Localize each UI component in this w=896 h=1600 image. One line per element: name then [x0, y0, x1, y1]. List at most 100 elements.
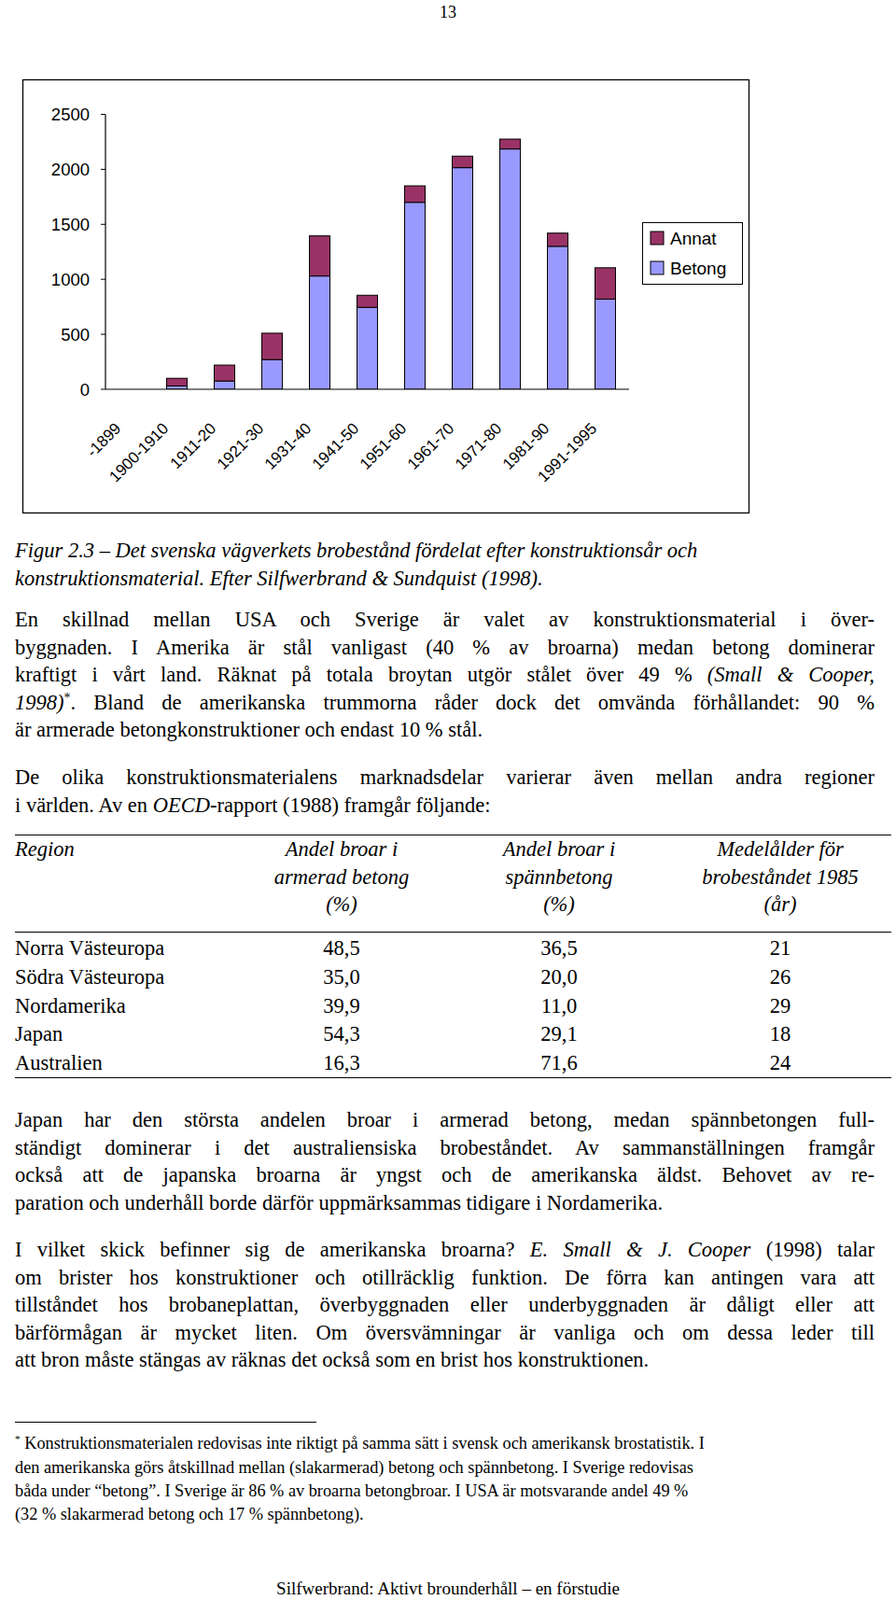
- bar: [595, 298, 616, 390]
- text-run: En skillnad mellan USA och Sverige är va…: [14, 607, 875, 631]
- text-run: I vilket skick befinner sig de amerikans…: [14, 1237, 531, 1261]
- x-tick-label: 1991-1995: [533, 419, 601, 486]
- page: 1305001000150020002500-18991900-19101911…: [0, 0, 896, 1600]
- table-cell: 48,5: [201, 934, 482, 963]
- y-tick: [100, 389, 106, 391]
- bar: [262, 359, 283, 390]
- bar: [452, 168, 474, 390]
- text-run: båda under “betong”. I Sverige är 86 % a…: [14, 1481, 688, 1500]
- table-header: (år): [640, 890, 896, 919]
- x-tick-label: 1911-20: [167, 419, 221, 473]
- paragraph-line: ständigt dominerar i det australiensiska…: [14, 1134, 875, 1162]
- text-run: att bron måste stängas av räknas det ock…: [14, 1347, 649, 1372]
- paragraph-line: tillståndet hos brobaneplattan, överbygg…: [14, 1290, 875, 1319]
- text-run: paration och underhåll borde därför uppm…: [14, 1190, 663, 1215]
- paragraph-line: att bron måste stängas av räknas det ock…: [14, 1345, 875, 1374]
- chart-frame: [23, 80, 750, 514]
- table-header: Andel broar i: [201, 835, 482, 864]
- table-header: armerad betong: [201, 863, 482, 892]
- bar: [309, 276, 331, 390]
- text-run: i världen. Av en: [14, 793, 154, 817]
- text-run: också att de japanska broarna är yngst o…: [14, 1162, 875, 1187]
- x-axis: [105, 388, 630, 390]
- table-cell: 20,0: [419, 963, 700, 992]
- text-run: (1998) talar: [750, 1237, 875, 1261]
- bar: [452, 155, 474, 168]
- y-tick-label: 1000: [51, 269, 90, 290]
- y-tick-label: 2000: [51, 159, 90, 180]
- text-run: kraftigt i vårt land. Räknat på totala b…: [14, 662, 708, 686]
- text-run: 1998): [14, 690, 65, 714]
- table-header: brobeståndet 1985: [640, 863, 896, 892]
- legend-label: Betong: [670, 258, 727, 279]
- table-cell: 11,0: [419, 992, 700, 1021]
- legend-swatch: [650, 231, 664, 245]
- table-cell: 21: [640, 934, 896, 963]
- bar: [357, 307, 378, 390]
- paragraph-line: kraftigt i vårt land. Räknat på totala b…: [14, 660, 875, 689]
- table-cell: Nordamerika: [14, 992, 126, 1021]
- bar: [167, 378, 188, 386]
- bars: [167, 139, 616, 390]
- text-run: byggnaden. I Amerika är stål vanligast (…: [14, 635, 875, 659]
- bar: [500, 139, 521, 150]
- x-tick-label: 1941-50: [308, 419, 364, 474]
- table-cell: 18: [640, 1020, 896, 1049]
- bar: [214, 364, 236, 381]
- figure-caption: Figur 2.3 – Det svenska vägverkets brobe…: [14, 536, 698, 565]
- footnote-line: den amerikanska görs åtskillnad mellan (…: [14, 1456, 694, 1480]
- footnote-line: båda under “betong”. I Sverige är 86 % a…: [14, 1479, 688, 1503]
- text-run: Japan har den största andelen broar i ar…: [14, 1107, 875, 1132]
- table-header: Medelålder för: [640, 835, 896, 864]
- paragraph-line: i världen. Av en OECD-rapport (1988) fra…: [14, 791, 875, 820]
- page-footer: Silfwerbrand: Aktivt brounderhåll – en f…: [0, 1577, 896, 1600]
- text-run: E. Small & J. Cooper: [530, 1237, 752, 1261]
- paragraph-line: också att de japanska broarna är yngst o…: [14, 1161, 875, 1190]
- bar: [547, 233, 569, 247]
- x-tick-label: 1971-80: [451, 419, 506, 474]
- table-cell: 16,3: [201, 1049, 482, 1078]
- table-header: Region: [14, 835, 75, 864]
- table-cell: Australien: [14, 1049, 103, 1078]
- y-tick-label: 2500: [51, 104, 90, 125]
- text-run: den amerikanska görs åtskillnad mellan (…: [14, 1457, 694, 1477]
- x-tick-label: 1951-60: [356, 419, 411, 474]
- chart: 05001000150020002500-18991900-19101911-2…: [0, 0, 896, 523]
- paragraph-line: Japan har den största andelen broar i ar…: [14, 1106, 875, 1134]
- y-tick-label: 0: [80, 379, 90, 400]
- text-run: Konstruktionsmaterialen redovisas inte r…: [20, 1433, 705, 1453]
- bar: [500, 149, 521, 390]
- x-tick-label: 1931-40: [261, 419, 316, 474]
- paragraph-line: om brister hos konstruktioner och otillr…: [14, 1263, 875, 1292]
- footnote-line: (32 % slakarmerad betong och 17 % spännb…: [14, 1502, 364, 1526]
- y-tick: [100, 334, 106, 336]
- table-header: spännbetong: [419, 863, 700, 892]
- x-tick-label: 1961-70: [404, 419, 459, 474]
- footnote-line: * Konstruktionsmaterialen redovisas inte…: [14, 1431, 705, 1456]
- table-rule-header: [14, 931, 892, 933]
- y-tick: [100, 224, 106, 225]
- bar: [405, 185, 426, 203]
- text-run: ständigt dominerar i det australiensiska…: [14, 1135, 875, 1160]
- table-cell: 29: [640, 992, 896, 1021]
- legend-label: Annat: [670, 228, 717, 249]
- table-header: (%): [419, 890, 700, 919]
- bar: [262, 333, 283, 360]
- y-tick-label: 500: [60, 324, 90, 345]
- table-cell: 35,0: [201, 963, 482, 992]
- bar: [595, 267, 616, 300]
- table-cell: Norra Västeuropa: [14, 934, 165, 963]
- text-run: -rapport (1988) framgår följande:: [210, 793, 491, 817]
- figure-caption: konstruktionsmaterial. Efter Silfwerbran…: [14, 564, 544, 593]
- y-tick: [100, 279, 106, 280]
- text-run: OECD: [153, 793, 210, 817]
- table-cell: 29,1: [419, 1020, 700, 1049]
- paragraph-line: byggnaden. I Amerika är stål vanligast (…: [14, 633, 875, 662]
- y-tick: [100, 168, 106, 170]
- bar: [357, 294, 378, 308]
- footnote-rule: [14, 1421, 317, 1423]
- y-tick: [100, 113, 106, 115]
- text-run: De olika konstruktionsmaterialens markna…: [14, 765, 875, 789]
- x-tick-label: 1921-30: [213, 419, 268, 474]
- text-run: om brister hos konstruktioner och otillr…: [14, 1265, 875, 1289]
